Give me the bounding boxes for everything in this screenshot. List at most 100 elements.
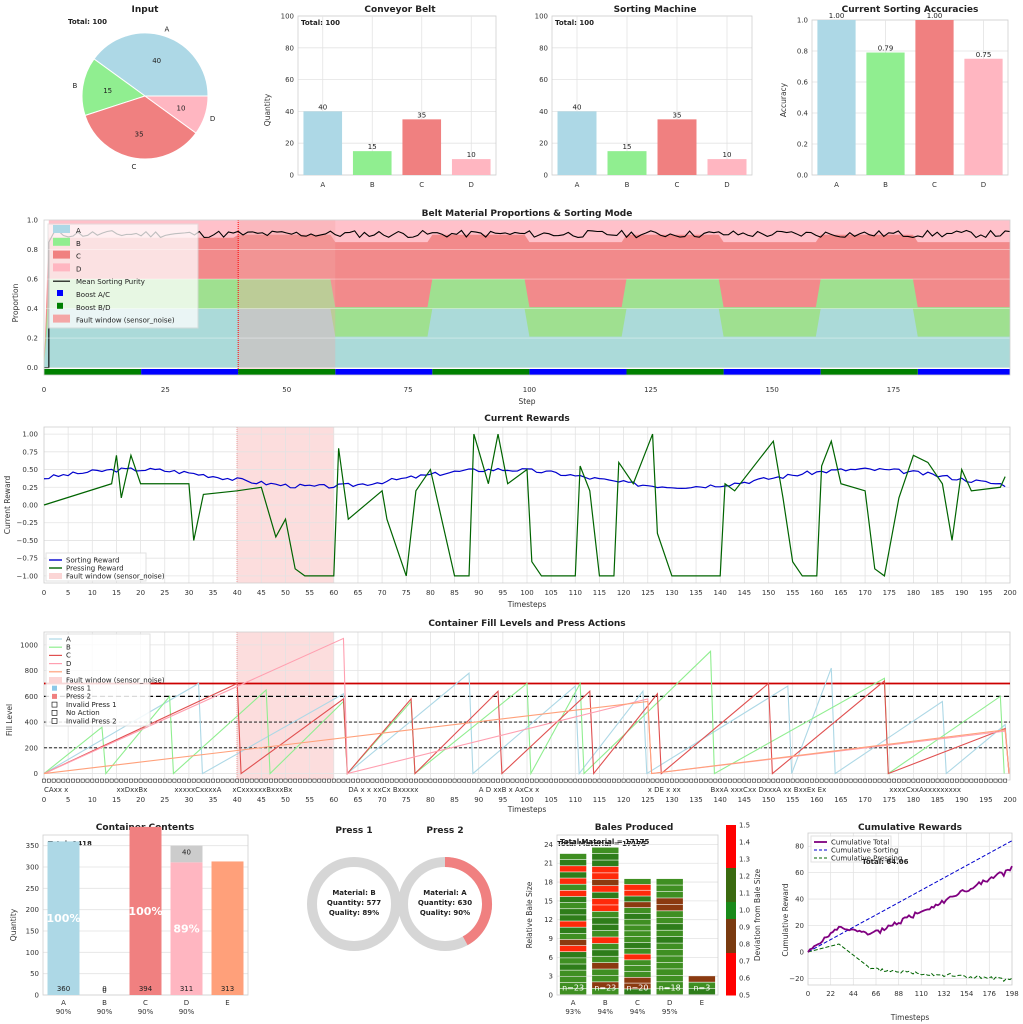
action-marker (264, 778, 269, 783)
action-marker (278, 778, 283, 783)
action-marker (974, 778, 979, 783)
y-tick-label: 60 (285, 76, 294, 84)
legend-swatch (53, 237, 70, 246)
action-marker (935, 778, 940, 783)
action-marker (100, 778, 104, 783)
cumulative-pressing-line (807, 943, 1013, 983)
legend-swatch (52, 693, 57, 699)
contents-bar-E (211, 861, 244, 995)
legend-swatch (53, 225, 70, 233)
action-labels: xxxxCxxAxxxxxxxxx (889, 786, 961, 794)
action-marker (162, 778, 167, 783)
action-marker (380, 778, 384, 783)
mode-bar-bd (238, 369, 336, 375)
action-marker (897, 778, 901, 783)
rewards-panel: Current Rewards Timesteps Current Reward… (0, 410, 1023, 615)
action-marker (327, 778, 331, 783)
bar-value-B: 15 (368, 143, 377, 151)
legend-swatch (57, 290, 63, 296)
action-marker (153, 778, 157, 783)
bale-block-A (559, 976, 587, 983)
bale-block-C (624, 936, 651, 943)
action-labels: x DE x xx (648, 786, 681, 794)
action-marker (216, 778, 220, 783)
fill-x-tick: 135 (689, 796, 702, 804)
bale-block-B (592, 853, 619, 860)
bar-value-B: 15 (623, 143, 632, 151)
colorbar-tick: 1.4 (739, 839, 751, 847)
cumulative-x-tick: 66 (872, 990, 881, 998)
rewards-x-tick: 130 (665, 589, 678, 597)
y-tick-label: 0.2 (797, 141, 808, 149)
mode-bar-ac (529, 369, 627, 375)
action-marker (645, 778, 650, 783)
cumulative-x-tick: 154 (960, 990, 974, 998)
fill-panel: Container Fill Levels and Press Actions … (0, 615, 1023, 815)
fill-x-tick: 90 (474, 796, 483, 804)
fill-x-tick: 100 (520, 796, 533, 804)
cumulative-y-tick: 20 (795, 922, 804, 930)
colorbar-tick: 0.9 (739, 924, 750, 932)
contents-y-tick: 350 (26, 842, 39, 850)
legend-swatch (52, 685, 57, 691)
legend-swatch (51, 718, 58, 724)
action-marker (587, 778, 592, 783)
action-marker (254, 778, 259, 783)
belt-panel: Belt Material Proportions & Sorting Mode… (0, 203, 1023, 410)
cumulative-x-tick: 110 (915, 990, 928, 998)
fill-x-tick: 185 (931, 796, 944, 804)
belt-x-tick: 25 (161, 386, 170, 394)
rewards-y-tick: 0.75 (22, 448, 38, 456)
y-tick-label: 0.0 (797, 172, 808, 180)
cumulative-y-tick: −20 (789, 975, 804, 983)
bale-block-B (592, 847, 619, 854)
bales-x-tick-C: C (635, 999, 640, 1007)
mode-bar-bd (44, 369, 142, 375)
bar-value-C: 1.00 (927, 12, 943, 20)
fill-x-tick: 50 (281, 796, 290, 804)
bale-block-D (656, 943, 683, 950)
action-marker (51, 778, 56, 783)
x-tick-B: B (883, 181, 888, 189)
action-marker (955, 778, 959, 783)
action-marker (940, 778, 945, 783)
action-marker (423, 778, 428, 783)
rewards-x-tick: 155 (786, 589, 799, 597)
action-labels: xxDxxBx (116, 786, 147, 794)
rewards-x-tick: 100 (520, 589, 533, 597)
bar-B (866, 52, 905, 175)
bar-D (707, 159, 747, 175)
bale-block-C (624, 925, 651, 931)
action-marker (133, 778, 138, 783)
bales-produced-chart: Bales Produced Total Material = 17175 Re… (525, 822, 762, 1017)
fill-x-tick: 20 (136, 796, 145, 804)
rewards-legend-item: Pressing Reward (66, 565, 124, 573)
pie-slice-A (93, 32, 209, 97)
bale-block-E (688, 976, 716, 982)
action-marker (549, 778, 553, 783)
bale-block-C (624, 960, 651, 966)
bales-cbar-label: Deviation from Bale Size (753, 868, 762, 961)
action-marker (771, 778, 776, 783)
belt-y-tick: 0.0 (27, 364, 38, 372)
fill-y-tick: 1000 (20, 641, 38, 649)
x-tick-D: D (724, 181, 729, 189)
legend-swatch (49, 677, 62, 683)
action-marker (718, 778, 723, 783)
fill-x-tick: 105 (544, 796, 557, 804)
bales-y-tick: 9 (549, 935, 553, 943)
fill-legend-item: Invalid Press 2 (66, 717, 117, 725)
container-fill-chart: Container Fill Levels and Press Actions … (5, 619, 1017, 814)
action-marker (220, 778, 225, 783)
action-marker (829, 778, 834, 783)
contents-acc-D: 90% (179, 1008, 195, 1016)
action-marker (699, 778, 703, 783)
bale-block-C (624, 965, 651, 972)
bar-B (607, 151, 647, 175)
fill-x-tick: 180 (907, 796, 920, 804)
fill-x-tick: 60 (329, 796, 338, 804)
action-marker (510, 778, 515, 783)
bar-value-A: 40 (318, 103, 327, 111)
rewards-x-tick: 75 (402, 589, 411, 597)
conveyor-ylabel: Quantity (263, 93, 272, 126)
